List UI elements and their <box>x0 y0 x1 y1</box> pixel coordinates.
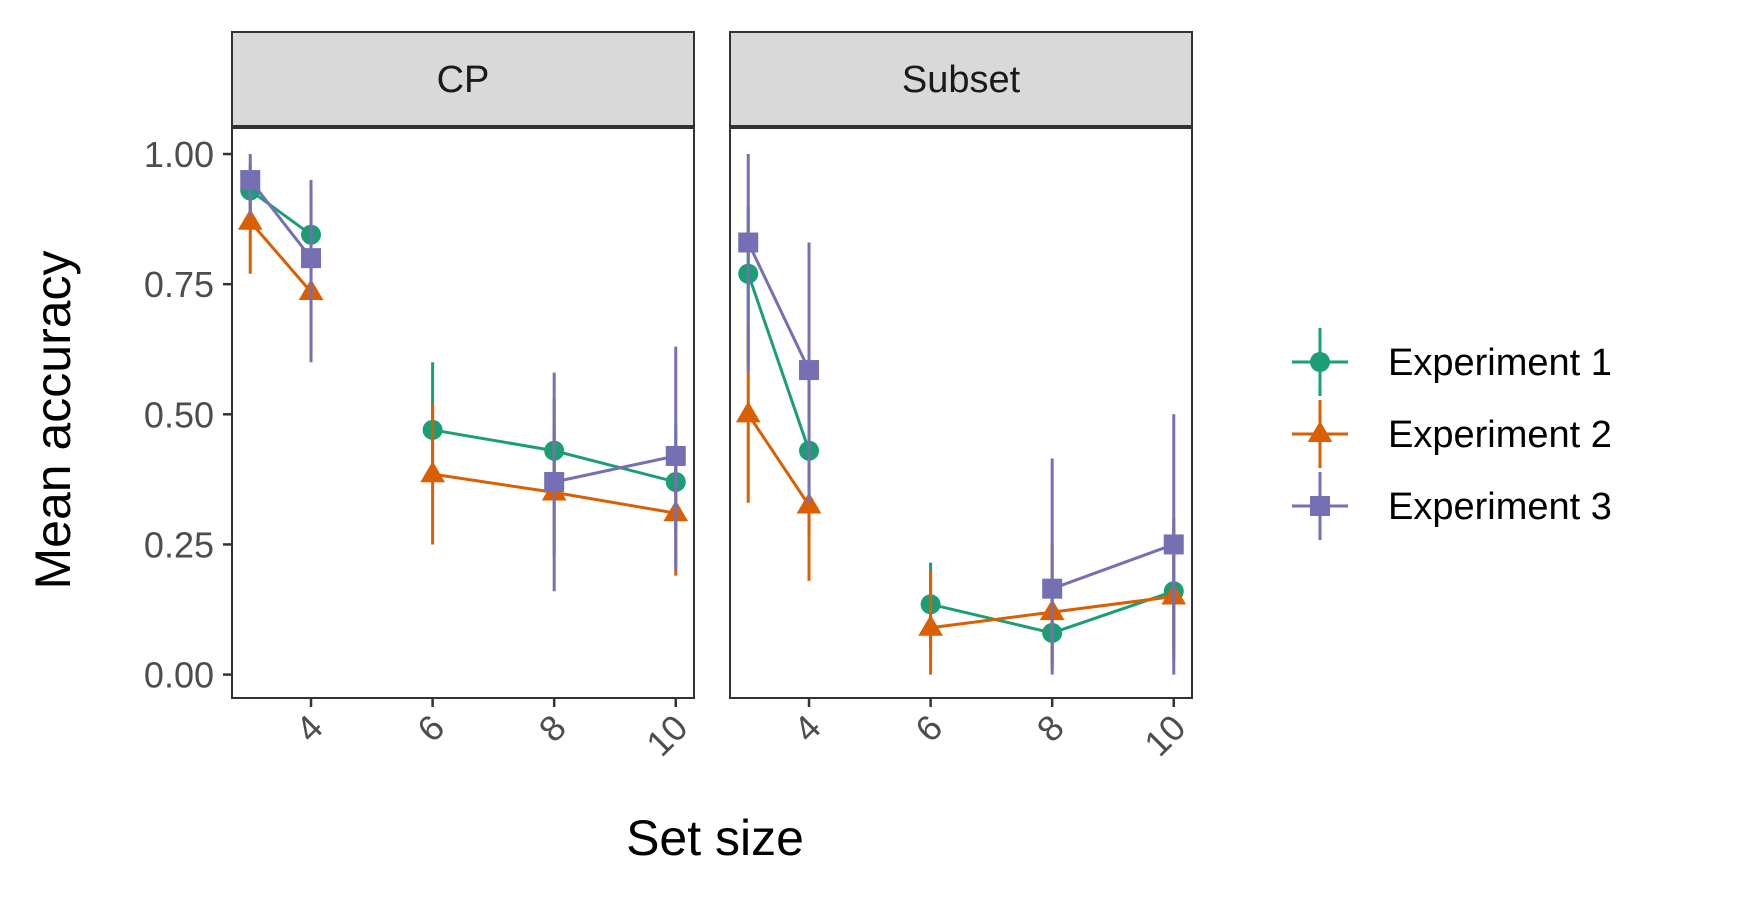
data-point <box>237 208 263 230</box>
facet-title: CP <box>437 59 490 101</box>
x-tick-label: 6 <box>409 707 452 750</box>
plot-area <box>231 127 695 699</box>
facet-strip <box>729 31 1193 127</box>
series-line <box>746 413 811 507</box>
facet-title: Subset <box>902 59 1021 101</box>
x-tick-label: 6 <box>907 707 950 750</box>
data-point <box>240 170 261 191</box>
data-point <box>799 360 820 381</box>
series-experiment-3 <box>240 154 686 592</box>
x-tick-label: 4 <box>288 707 331 750</box>
legend-marker <box>1310 352 1330 372</box>
legend-label: Experiment 1 <box>1388 342 1612 384</box>
panels: CP 4 6 8 10 Subset 4 6 8 10 <box>231 31 1193 764</box>
x-tick-label: 8 <box>1029 707 1072 750</box>
y-tick-label: 0.50 <box>144 394 214 435</box>
series-line <box>249 179 313 260</box>
x-tick-label: 10 <box>1136 707 1193 764</box>
legend-item: Experiment 1 <box>1292 328 1612 396</box>
y-tick-label: 0.75 <box>144 264 214 305</box>
y-axis: 0.00 0.25 0.50 0.75 1.00 <box>144 134 232 696</box>
series-experiment-3 <box>738 154 1184 675</box>
y-tick-label: 0.25 <box>144 524 214 565</box>
legend-label: Experiment 2 <box>1388 414 1612 456</box>
y-axis-title: Mean accuracy <box>25 250 81 589</box>
data-point <box>665 445 686 466</box>
data-point <box>1163 534 1184 555</box>
facet-strip <box>231 31 695 127</box>
series-line <box>249 189 312 236</box>
data-point <box>796 492 822 514</box>
series-line <box>553 454 677 484</box>
data-point <box>301 248 322 269</box>
legend-marker <box>1310 496 1330 516</box>
data-point <box>544 471 565 492</box>
legend: Experiment 1 Experiment 2 Experiment 3 <box>1292 328 1612 540</box>
x-axis-title: Set size <box>626 810 804 866</box>
series-line <box>249 220 313 293</box>
x-tick-label: 4 <box>786 707 829 750</box>
legend-item: Experiment 3 <box>1292 472 1612 540</box>
series-line <box>746 273 811 452</box>
legend-item: Experiment 2 <box>1292 400 1612 468</box>
series-line <box>746 241 811 371</box>
y-tick-label: 1.00 <box>144 134 214 175</box>
data-point <box>918 614 943 636</box>
legend-marker <box>1307 421 1333 443</box>
panel-subset: Subset 4 6 8 10 <box>729 31 1193 764</box>
legend-label: Experiment 3 <box>1388 486 1612 528</box>
x-tick-label: 8 <box>531 707 574 750</box>
data-point <box>420 461 445 483</box>
data-point <box>1042 578 1063 599</box>
data-point <box>738 232 759 253</box>
series-line <box>1051 543 1175 591</box>
data-point <box>735 401 761 423</box>
y-tick-label: 0.00 <box>144 655 214 696</box>
panel-cp: CP 4 6 8 10 <box>231 31 695 764</box>
x-tick-label: 10 <box>638 707 695 764</box>
